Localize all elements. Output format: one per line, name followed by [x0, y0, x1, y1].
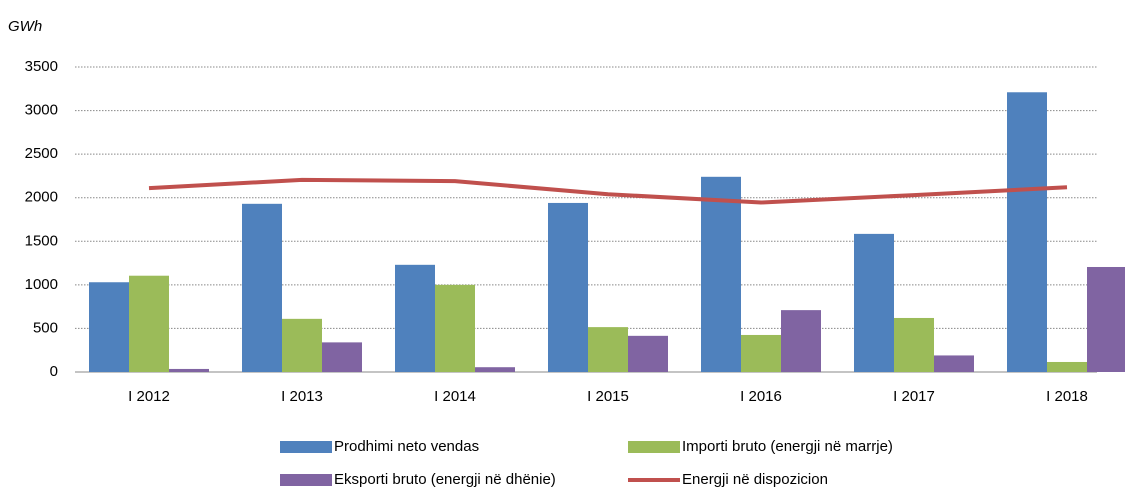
y-tick-label: 1500: [25, 232, 58, 249]
y-tick-label: 3500: [25, 58, 58, 75]
legend-swatch: [628, 441, 680, 453]
bar: [588, 327, 628, 372]
legend-label: Energji në dispozicion: [682, 471, 828, 488]
bar: [934, 355, 974, 372]
legend-swatch: [280, 441, 332, 453]
bar: [701, 176, 741, 372]
line: [148, 177, 1068, 205]
x-tick-label: I 2012: [128, 388, 170, 405]
legend-label: Prodhimi neto vendas: [334, 438, 479, 455]
y-tick-label: 3000: [25, 102, 58, 119]
y-axis-label: GWh: [8, 18, 42, 35]
bar: [1007, 92, 1047, 373]
bar: [1087, 266, 1125, 372]
x-tick-label: I 2014: [434, 388, 476, 405]
bar: [435, 284, 475, 372]
y-tick-label: 500: [33, 319, 58, 336]
x-tick-label: I 2013: [281, 388, 323, 405]
bar: [475, 367, 515, 372]
legend-label: Eksporti bruto (energji në dhënie): [334, 471, 556, 488]
bar: [894, 317, 934, 372]
bar: [242, 203, 282, 372]
bar: [1047, 361, 1087, 372]
y-tick-label: 1000: [25, 276, 58, 293]
x-tick-label: I 2016: [740, 388, 782, 405]
bar: [322, 342, 362, 372]
bar: [854, 233, 894, 372]
bar: [129, 275, 169, 372]
bar: [548, 202, 588, 372]
bar: [628, 335, 668, 372]
bar: [741, 334, 781, 372]
x-tick-label: I 2018: [1046, 388, 1088, 405]
bar: [781, 310, 821, 372]
legend-swatch: [280, 474, 332, 486]
legend-label: Importi bruto (energji në marrje): [682, 438, 893, 455]
bar: [89, 282, 129, 372]
bar: [282, 318, 322, 372]
y-tick-label: 0: [50, 363, 58, 380]
x-tick-label: I 2017: [893, 388, 935, 405]
bar: [395, 264, 435, 372]
bar: [169, 368, 209, 372]
y-tick-label: 2000: [25, 189, 58, 206]
x-tick-label: I 2015: [587, 388, 629, 405]
y-tick-label: 2500: [25, 145, 58, 162]
